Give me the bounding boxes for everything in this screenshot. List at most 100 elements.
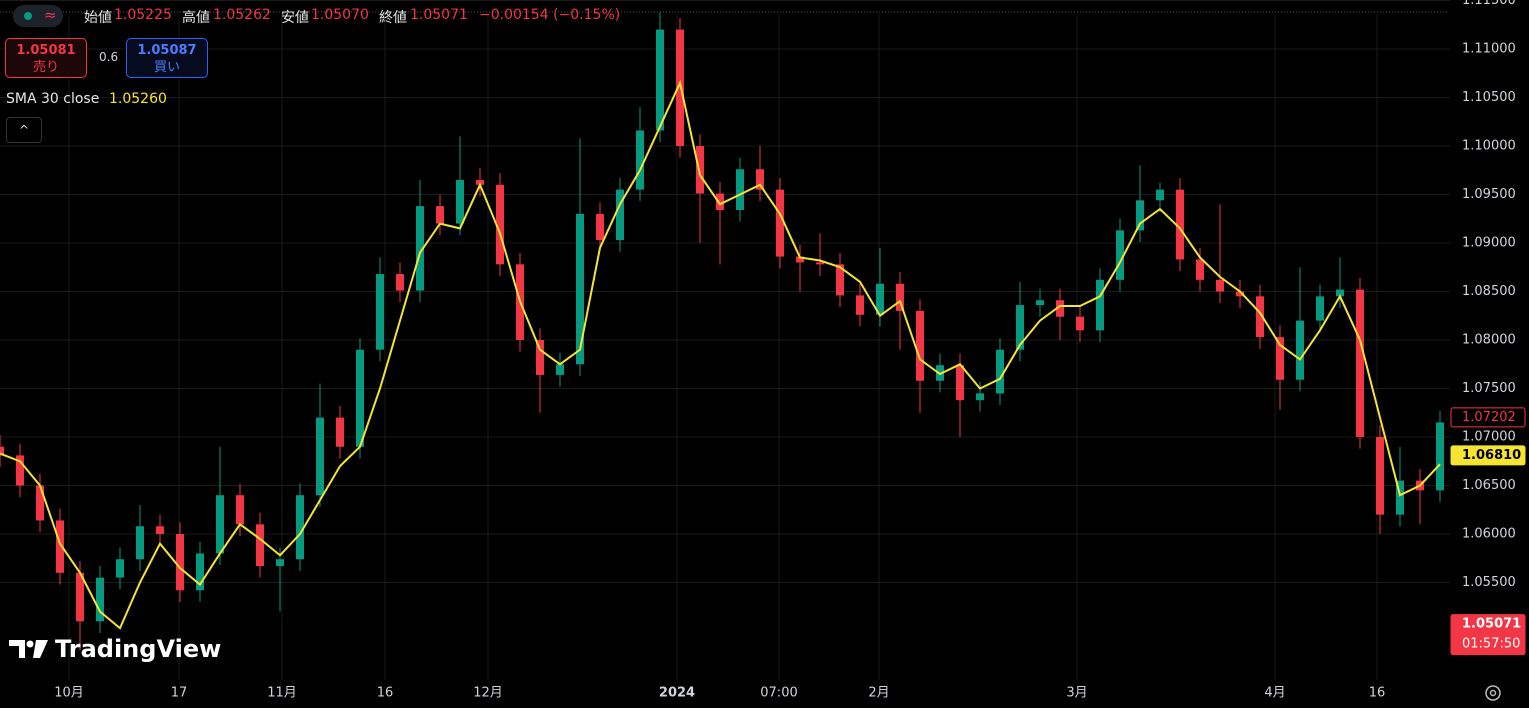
y-tick-label: 1.11500 <box>1462 0 1516 8</box>
candle-body <box>56 520 64 573</box>
spread: 0.6 <box>99 50 119 64</box>
candle-body <box>456 179 464 224</box>
price-label: 1.06810 <box>1462 448 1521 463</box>
candle-body <box>376 274 384 350</box>
candle-body <box>1116 230 1124 280</box>
candle-body <box>116 559 124 578</box>
candle-body <box>576 213 584 365</box>
symbol-status[interactable]: ≈ <box>13 5 63 27</box>
candle-body <box>976 393 984 401</box>
change: −0.00154 (−0.15%) <box>479 7 621 23</box>
candle-body <box>956 365 964 401</box>
candle-body <box>176 534 184 591</box>
candle-body <box>1436 422 1444 491</box>
price-label: 1.07202 <box>1462 410 1516 425</box>
sma-legend-name: SMA 30 close <box>6 91 100 107</box>
y-tick-label: 1.08500 <box>1462 284 1516 299</box>
ohlc-label: 安値 <box>281 10 309 26</box>
logo: TradingView <box>9 635 221 663</box>
x-tick-label: 16 <box>1369 686 1386 701</box>
candle-body <box>256 524 264 567</box>
y-tick-label: 1.08000 <box>1462 333 1516 348</box>
candle-body <box>396 274 404 291</box>
y-tick-label: 1.07500 <box>1462 381 1516 396</box>
candle-body <box>1076 316 1084 331</box>
candle-body <box>816 262 824 265</box>
y-tick-label: 1.06500 <box>1462 478 1516 493</box>
x-tick-label: 17 <box>171 686 188 701</box>
candle-body <box>1036 300 1044 306</box>
candle-body <box>556 364 564 375</box>
x-tick-label: 4月 <box>1264 686 1285 701</box>
y-tick-label: 1.09500 <box>1462 187 1516 202</box>
candle-body <box>676 29 684 146</box>
candle-body <box>696 145 704 194</box>
settings-icon[interactable] <box>1485 685 1501 701</box>
candle-body <box>136 526 144 560</box>
x-tick-label: 2024 <box>659 686 695 701</box>
x-tick-label: 2月 <box>868 686 889 701</box>
candle-body <box>1056 300 1064 317</box>
ohlc-value: 1.05071 <box>410 7 468 23</box>
ohlc-label: 終値 <box>379 10 407 26</box>
candle-body <box>76 572 84 622</box>
candle-body <box>1356 289 1364 438</box>
candle-body <box>896 283 904 311</box>
candle-body <box>1256 296 1264 338</box>
candle-body <box>656 29 664 131</box>
buy-label: 買い <box>153 60 180 75</box>
candle-body <box>1376 437 1384 515</box>
candle-body <box>596 213 604 241</box>
candle-body <box>796 256 804 263</box>
candle-body <box>216 495 224 554</box>
sma-legend-value: 1.05260 <box>109 91 167 107</box>
candle-body <box>356 349 364 447</box>
candle-body <box>836 264 844 296</box>
candle-body <box>476 179 484 185</box>
candle-body <box>1176 189 1184 260</box>
y-tick-label: 1.10000 <box>1462 138 1516 153</box>
y-tick-label: 1.07000 <box>1462 430 1516 445</box>
candle-body <box>156 526 164 535</box>
candle-body <box>16 455 24 486</box>
candle-body <box>436 206 444 224</box>
candle-body <box>196 553 204 591</box>
y-tick-label: 1.05500 <box>1462 575 1516 590</box>
ohlc-label: 高値 <box>182 10 210 26</box>
candle-body <box>1396 480 1404 515</box>
ohlc-value: 1.05225 <box>114 7 172 23</box>
candle-body <box>96 577 104 622</box>
collapse-button[interactable]: ^ <box>6 117 42 143</box>
candle-body <box>536 340 544 375</box>
sell-price: 1.05081 <box>16 43 76 58</box>
candle-body <box>1236 291 1244 297</box>
sell-label: 売り <box>32 60 59 75</box>
candle-body <box>1156 189 1164 201</box>
price-label-box <box>1450 614 1526 656</box>
x-tick-label: 16 <box>377 686 394 701</box>
candle-body <box>416 206 424 291</box>
candle-body <box>736 169 744 211</box>
candle-body <box>856 295 864 315</box>
price-label: 1.05071 <box>1462 617 1521 632</box>
y-tick-label: 1.11000 <box>1462 41 1516 56</box>
x-tick-label: 3月 <box>1066 686 1087 701</box>
ohlc-value: 1.05070 <box>311 7 369 23</box>
logo-text: TradingView <box>55 635 221 663</box>
buy-button[interactable]: 1.05087 買い <box>126 38 208 78</box>
candle-body <box>0 446 4 456</box>
candle-body <box>236 495 244 525</box>
ohlc-value: 1.05262 <box>213 7 271 23</box>
candle-body <box>1136 200 1144 231</box>
candle-body <box>296 495 304 560</box>
ohlc-label: 始値 <box>84 10 112 26</box>
candle-body <box>1296 320 1304 380</box>
sma-line <box>0 79 1441 630</box>
sell-button[interactable]: 1.05081 売り <box>5 38 87 78</box>
y-tick-label: 1.06000 <box>1462 527 1516 542</box>
candle-body <box>496 184 504 265</box>
candle-body <box>316 417 324 496</box>
buy-price: 1.05087 <box>137 43 197 58</box>
